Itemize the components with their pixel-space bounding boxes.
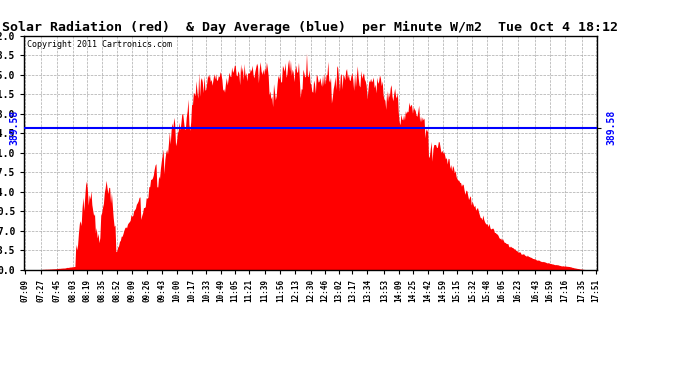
Text: Copyright 2011 Cartronics.com: Copyright 2011 Cartronics.com — [27, 40, 172, 50]
Title: Solar Radiation (red)  & Day Average (blue)  per Minute W/m2  Tue Oct 4 18:12: Solar Radiation (red) & Day Average (blu… — [3, 21, 618, 34]
